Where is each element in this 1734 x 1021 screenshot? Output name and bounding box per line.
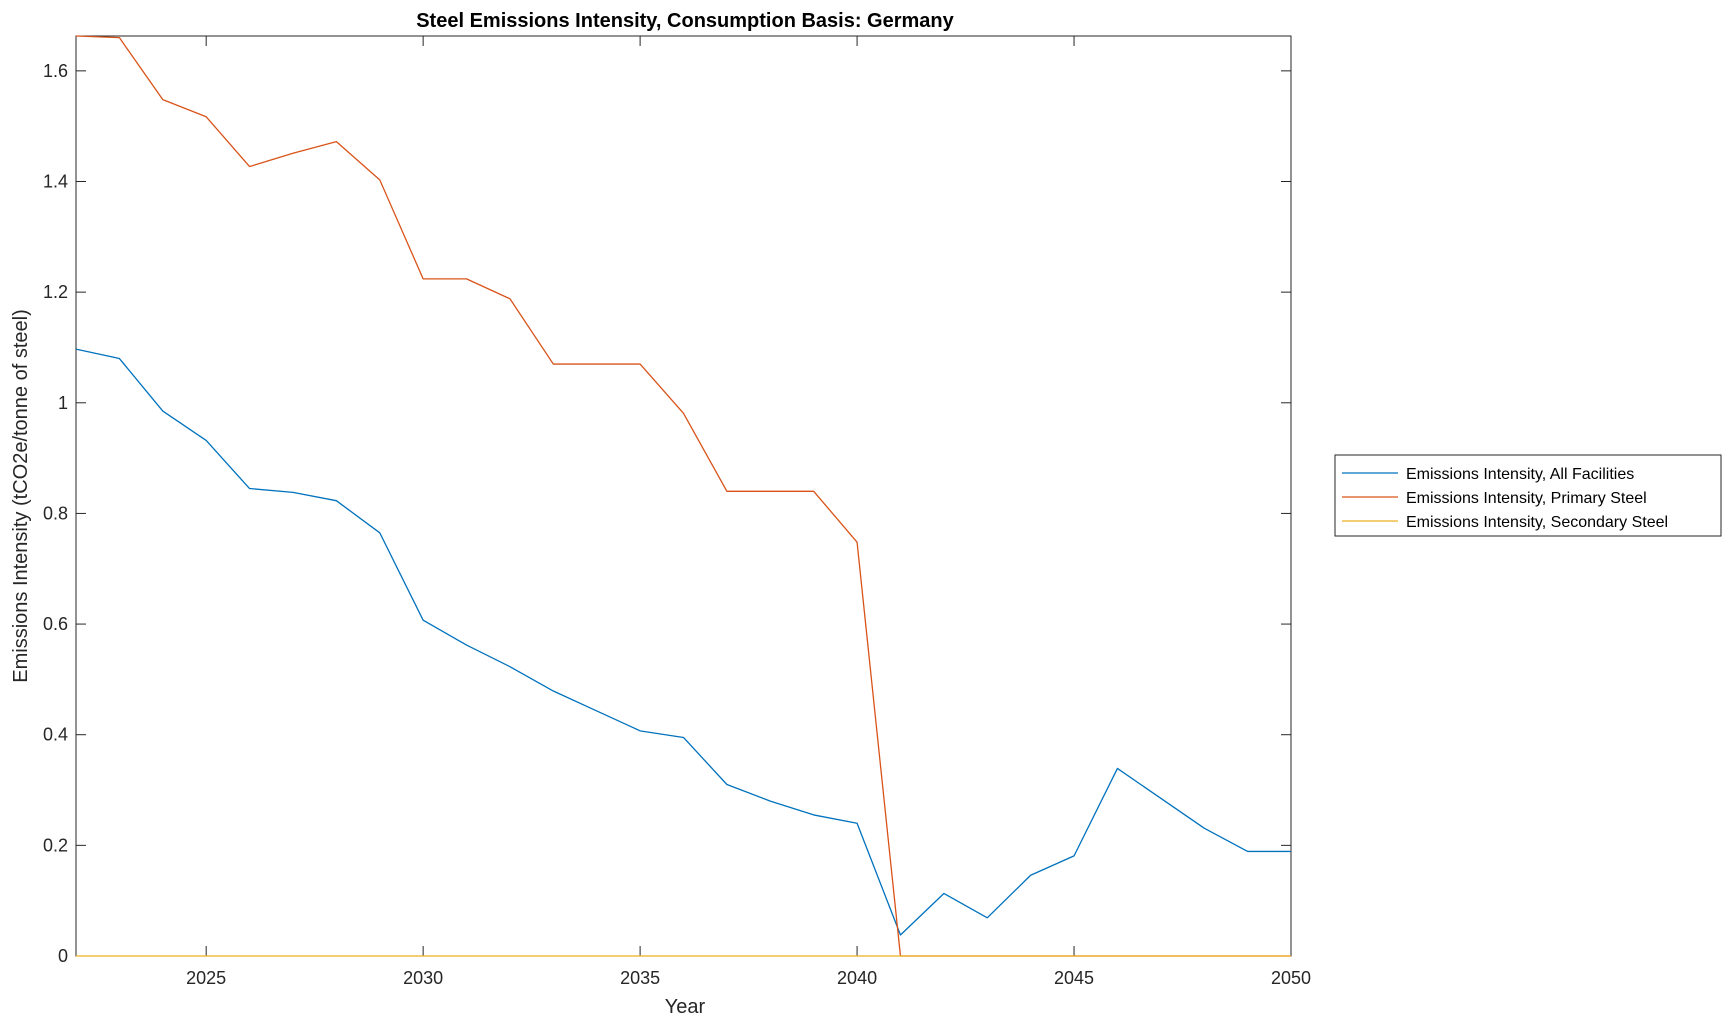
x-tick-label: 2040 — [837, 968, 877, 988]
x-tick-label: 2035 — [620, 968, 660, 988]
y-tick-label: 1.2 — [43, 282, 68, 302]
legend-box — [1334, 454, 1722, 537]
legend-entry: Emissions Intensity, Secondary Steel — [1406, 514, 1668, 531]
legend-entry: Emissions Intensity, All Facilities — [1406, 466, 1634, 483]
y-tick-label: 1.4 — [43, 171, 68, 191]
series-lines — [75, 35, 1291, 957]
series-line-1 — [75, 348, 1291, 936]
legend-entry: Emissions Intensity, Primary Steel — [1406, 490, 1647, 507]
y-tick-label: 0.2 — [43, 835, 68, 855]
y-tick-label: 0.4 — [43, 725, 68, 745]
plot-area — [75, 35, 1292, 957]
x-tick-label: 2050 — [1271, 968, 1311, 988]
y-axis: 0 0.2 0.4 0.6 0.8 1 1.2 1.4 1.6 — [43, 61, 1291, 966]
y-axis-label: Emissions Intensity (tCO2e/tonne of stee… — [10, 309, 32, 683]
y-tick-label: 0 — [58, 946, 68, 966]
x-tick-label: 2030 — [403, 968, 443, 988]
legend: Emissions Intensity, All Facilities Emiss… — [1334, 454, 1722, 537]
y-tick-label: 1.6 — [43, 61, 68, 81]
y-tick-label: 0.8 — [43, 503, 68, 523]
x-tick-label: 2025 — [186, 968, 226, 988]
chart-title: Steel Emissions Intensity, Consumption B… — [416, 10, 954, 32]
x-tick-label: 2045 — [1054, 968, 1094, 988]
y-tick-label: 0.6 — [43, 614, 68, 634]
y-tick-label: 1 — [58, 393, 68, 413]
x-axis: 2025 2030 2035 2040 2045 2050 — [186, 36, 1311, 988]
x-axis-label: Year — [665, 996, 706, 1018]
